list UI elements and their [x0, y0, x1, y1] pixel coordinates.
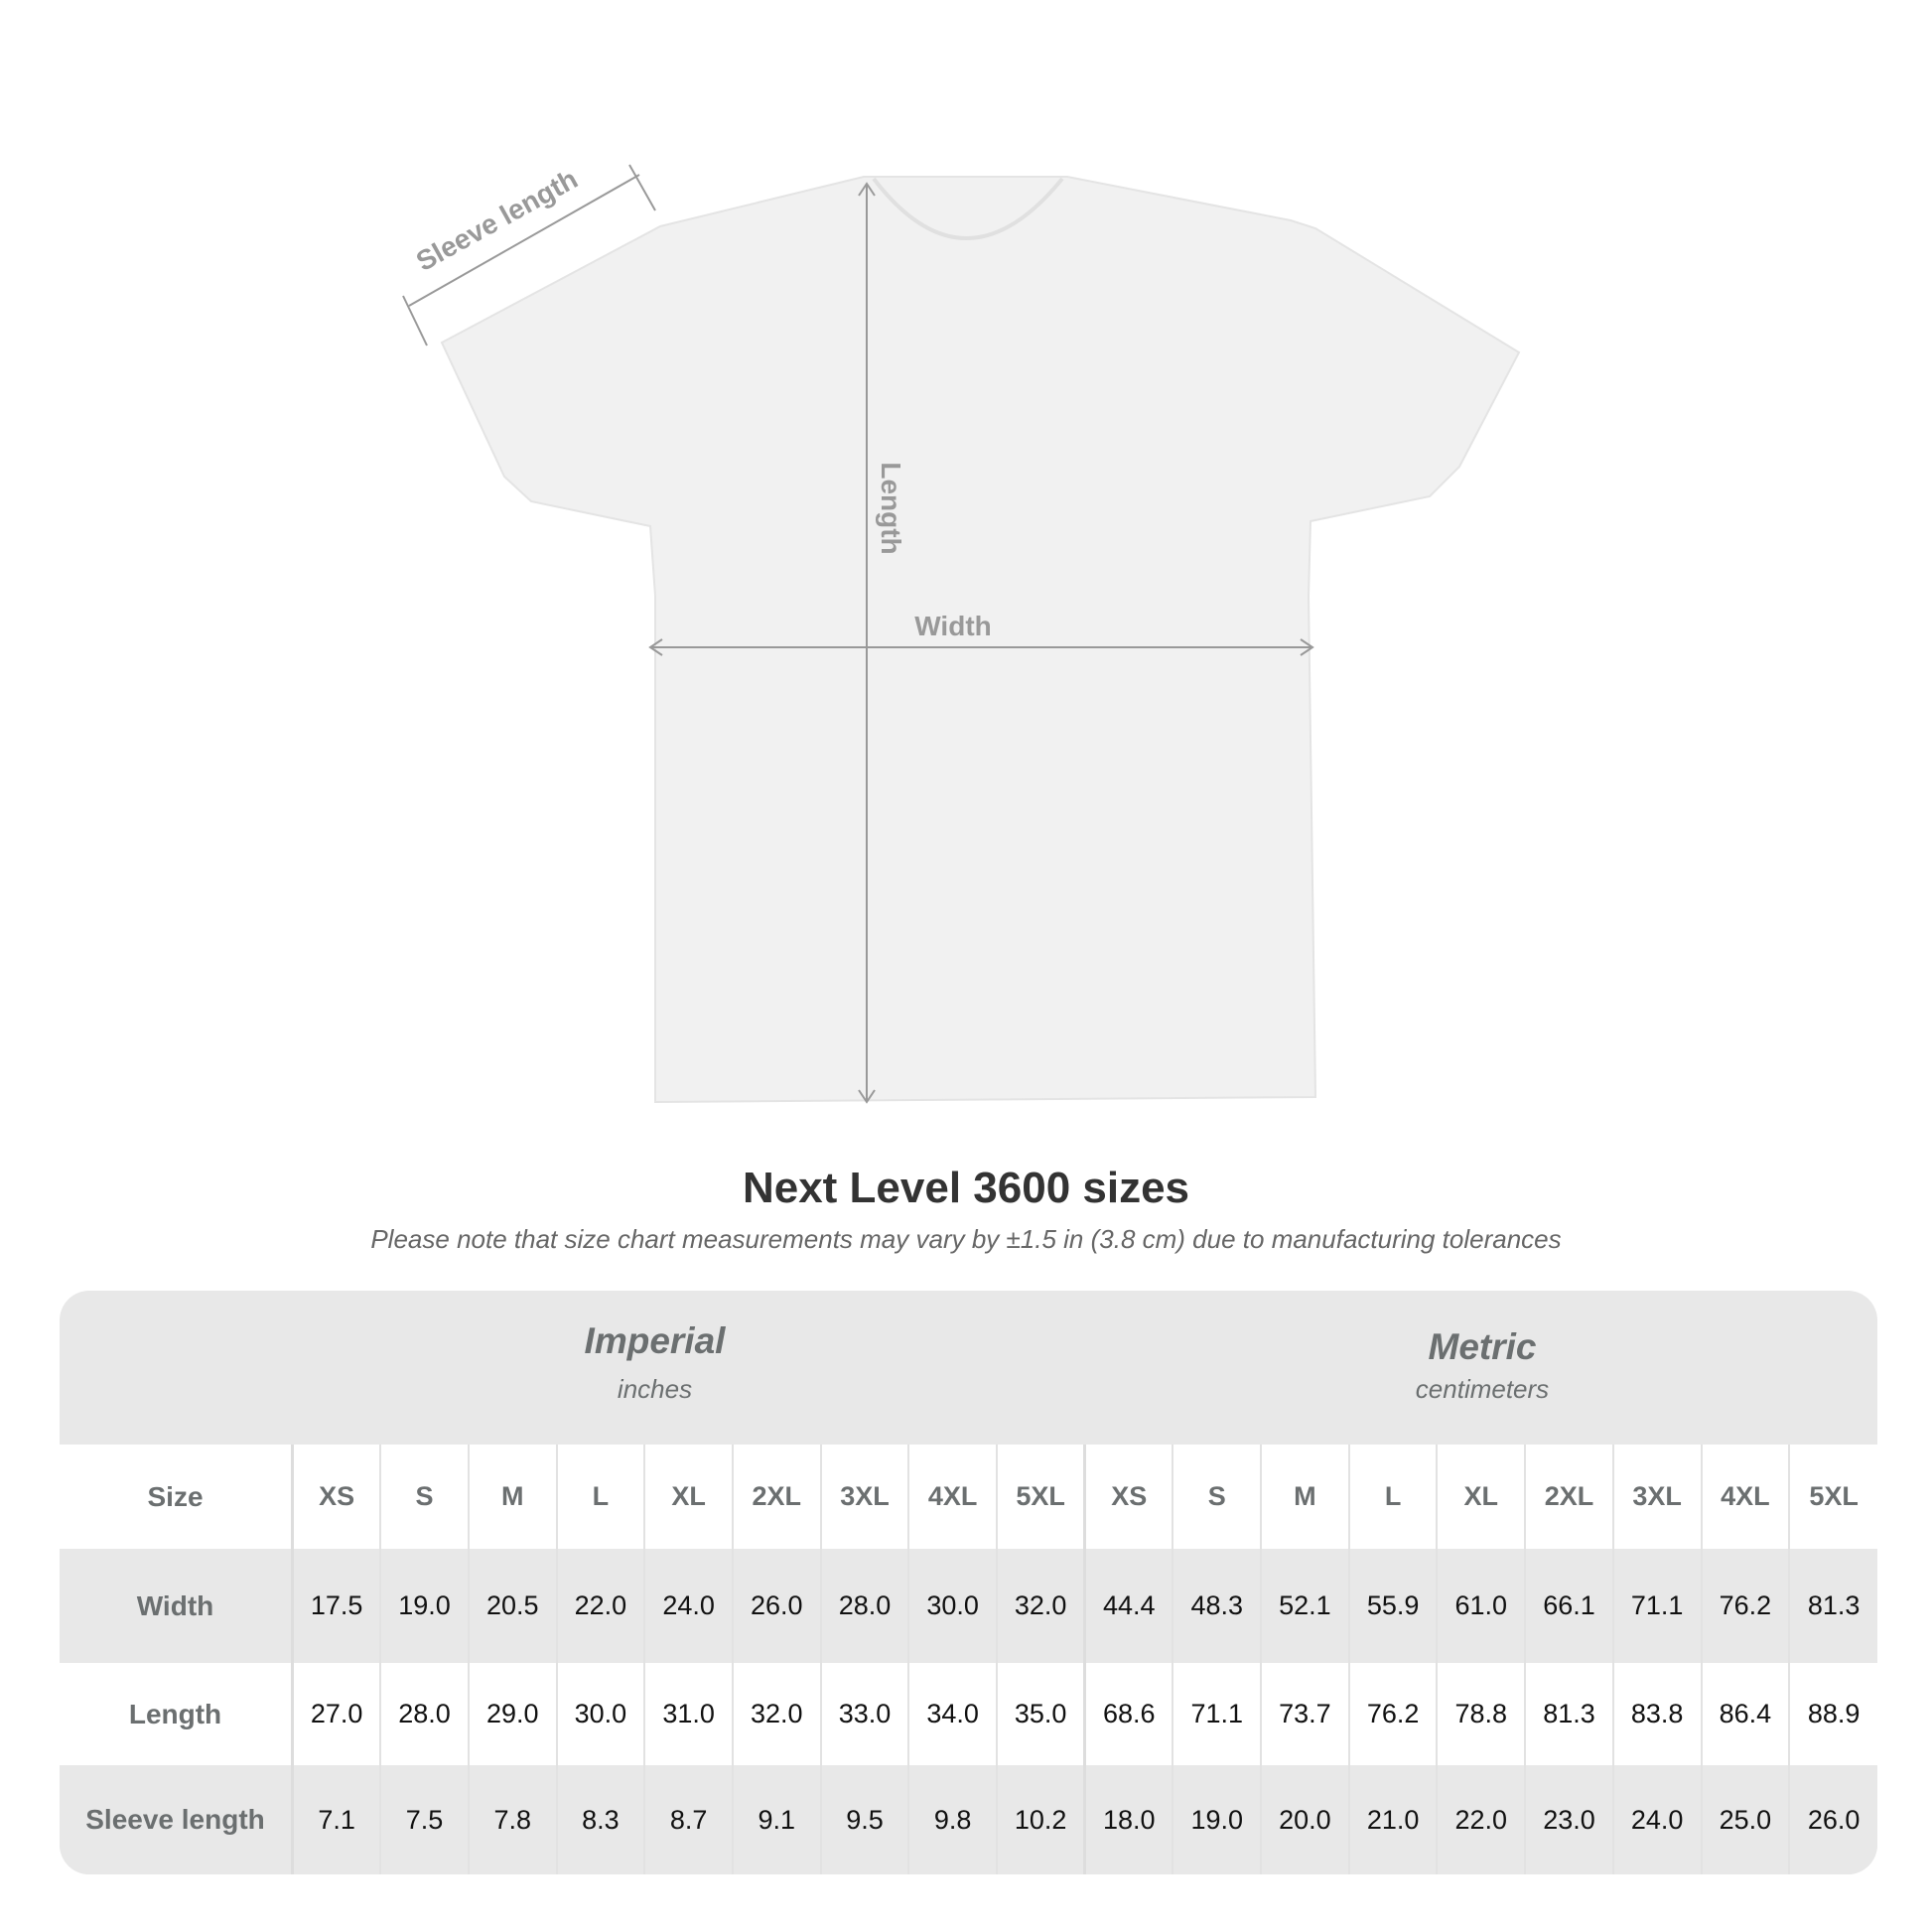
size-grid: Size XS S M L XL 2XL 3XL 4XL 5XL XS S M L XL 2XL 3XL 4XL 5… — [60, 1445, 1877, 1874]
size-header-cell: 3XL — [819, 1445, 909, 1549]
imperial-value-cell: 10.2 — [996, 1765, 1085, 1874]
size-header-cell: 3XL — [1611, 1445, 1702, 1549]
metric-value-cell: 61.0 — [1436, 1549, 1526, 1663]
size-header-cell: 2XL — [731, 1445, 821, 1549]
imperial-value-cell: 27.0 — [291, 1663, 381, 1765]
imperial-value-cell: 35.0 — [996, 1663, 1085, 1765]
imperial-value-cell: 28.0 — [819, 1549, 909, 1663]
length-label: Length — [876, 462, 906, 554]
size-header-cell: XS — [1083, 1445, 1173, 1549]
size-header-cell: 5XL — [1788, 1445, 1877, 1549]
size-header-cell: L — [555, 1445, 645, 1549]
imperial-value-cell: 28.0 — [379, 1663, 469, 1765]
imperial-value-cell: 26.0 — [731, 1549, 821, 1663]
imperial-value-cell: 19.0 — [379, 1549, 469, 1663]
tshirt-diagram: Width Length Sleeve length — [402, 163, 1521, 1104]
size-header-cell: L — [1347, 1445, 1438, 1549]
size-header-cell: 4XL — [907, 1445, 997, 1549]
imperial-value-cell: 7.8 — [467, 1765, 557, 1874]
imperial-value-cell: 7.5 — [379, 1765, 469, 1874]
metric-unit: centimeters — [1415, 1374, 1550, 1404]
imperial-header: Imperial inches — [291, 1320, 1019, 1405]
size-header-cell: M — [1260, 1445, 1349, 1549]
sleeve-line — [408, 174, 640, 307]
size-header-row: Size XS S M L XL 2XL 3XL 4XL 5XL XS S M L XL 2XL 3XL 4XL 5… — [60, 1445, 1877, 1549]
row-label: Width — [60, 1549, 294, 1663]
metric-value-cell: 25.0 — [1700, 1765, 1790, 1874]
metric-value-cell: 21.0 — [1347, 1765, 1438, 1874]
metric-value-cell: 22.0 — [1436, 1765, 1526, 1874]
size-header-cell: S — [379, 1445, 469, 1549]
size-header-cell: S — [1172, 1445, 1262, 1549]
imperial-value-cell: 32.0 — [996, 1549, 1085, 1663]
metric-value-cell: 76.2 — [1700, 1549, 1790, 1663]
metric-value-cell: 66.1 — [1524, 1549, 1613, 1663]
metric-heading: Metric — [1428, 1326, 1537, 1367]
metric-value-cell: 24.0 — [1611, 1765, 1702, 1874]
imperial-value-cell: 9.5 — [819, 1765, 909, 1874]
metric-value-cell: 68.6 — [1083, 1663, 1173, 1765]
size-header-cell: XS — [291, 1445, 381, 1549]
table-row: Sleeve length 7.1 7.5 7.8 8.3 8.7 9.1 9.5 9.8 10.… — [60, 1765, 1877, 1874]
metric-value-cell: 73.7 — [1260, 1663, 1349, 1765]
metric-value-cell: 86.4 — [1700, 1663, 1790, 1765]
metric-value-cell: 52.1 — [1260, 1549, 1349, 1663]
metric-value-cell: 18.0 — [1083, 1765, 1173, 1874]
size-table: Imperial inches Metric centimeters Size X… — [60, 1291, 1877, 1874]
imperial-value-cell: 22.0 — [555, 1549, 645, 1663]
imperial-unit: inches — [617, 1374, 693, 1404]
imperial-value-cell: 8.3 — [555, 1765, 645, 1874]
metric-value-cell: 78.8 — [1436, 1663, 1526, 1765]
page-title: Next Level 3600 sizes — [742, 1164, 1190, 1212]
imperial-value-cell: 33.0 — [819, 1663, 909, 1765]
imperial-value-cell: 34.0 — [907, 1663, 997, 1765]
metric-value-cell: 23.0 — [1524, 1765, 1613, 1874]
size-header-cell: XL — [1436, 1445, 1526, 1549]
imperial-value-cell: 9.1 — [731, 1765, 821, 1874]
metric-value-cell: 76.2 — [1347, 1663, 1438, 1765]
metric-value-cell: 55.9 — [1347, 1549, 1438, 1663]
metric-value-cell: 71.1 — [1611, 1549, 1702, 1663]
row-label: Sleeve length — [60, 1765, 294, 1874]
imperial-value-cell: 8.7 — [643, 1765, 733, 1874]
sleeve-length-label: Sleeve length — [411, 163, 583, 277]
imperial-value-cell: 9.8 — [907, 1765, 997, 1874]
metric-header: Metric centimeters — [1087, 1326, 1877, 1405]
tshirt-shape — [440, 176, 1521, 1104]
metric-value-cell: 48.3 — [1172, 1549, 1262, 1663]
table-row: Length 27.0 28.0 29.0 30.0 31.0 32.0 33.0 34.0 35… — [60, 1663, 1877, 1765]
imperial-value-cell: 29.0 — [467, 1663, 557, 1765]
imperial-value-cell: 7.1 — [291, 1765, 381, 1874]
imperial-heading: Imperial — [584, 1320, 726, 1361]
metric-value-cell: 88.9 — [1788, 1663, 1877, 1765]
imperial-value-cell: 30.0 — [907, 1549, 997, 1663]
size-header-cell: 4XL — [1700, 1445, 1790, 1549]
size-header-cell: XL — [643, 1445, 733, 1549]
tolerance-note: Please note that size chart measurements… — [370, 1224, 1562, 1254]
metric-value-cell: 81.3 — [1788, 1549, 1877, 1663]
metric-value-cell: 44.4 — [1083, 1549, 1173, 1663]
size-header-cell: 2XL — [1524, 1445, 1613, 1549]
table-row: Width 17.5 19.0 20.5 22.0 24.0 26.0 28.0 30.0 32.… — [60, 1549, 1877, 1663]
metric-value-cell: 20.0 — [1260, 1765, 1349, 1874]
metric-value-cell: 26.0 — [1788, 1765, 1877, 1874]
imperial-value-cell: 31.0 — [643, 1663, 733, 1765]
size-row-label: Size — [60, 1445, 294, 1549]
imperial-value-cell: 32.0 — [731, 1663, 821, 1765]
size-header-cell: 5XL — [996, 1445, 1085, 1549]
imperial-value-cell: 24.0 — [643, 1549, 733, 1663]
size-header-cell: M — [467, 1445, 557, 1549]
tshirt-collar — [872, 177, 1064, 240]
imperial-value-cell: 17.5 — [291, 1549, 381, 1663]
metric-value-cell: 19.0 — [1172, 1765, 1262, 1874]
metric-value-cell: 81.3 — [1524, 1663, 1613, 1765]
imperial-value-cell: 20.5 — [467, 1549, 557, 1663]
width-label: Width — [914, 611, 992, 641]
metric-value-cell: 71.1 — [1172, 1663, 1262, 1765]
imperial-value-cell: 30.0 — [555, 1663, 645, 1765]
metric-value-cell: 83.8 — [1611, 1663, 1702, 1765]
row-label: Length — [60, 1663, 294, 1765]
